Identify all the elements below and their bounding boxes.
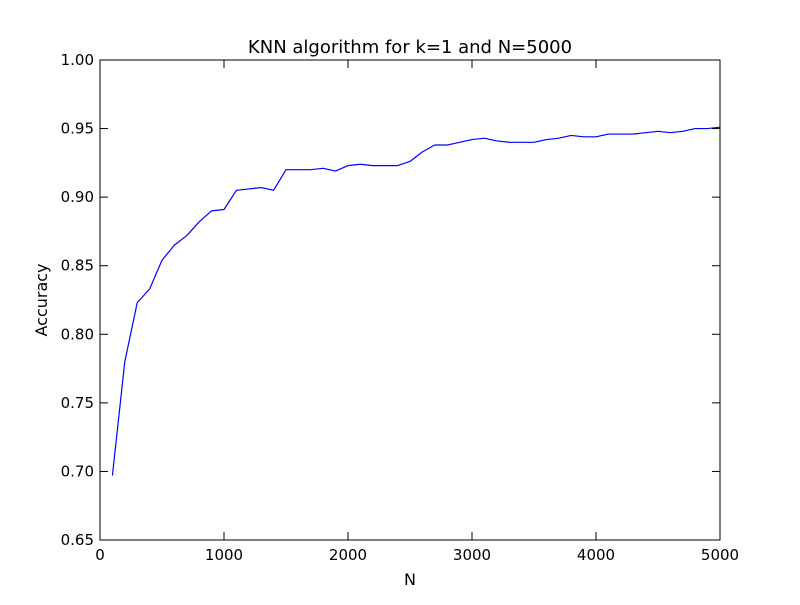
y-tick-label: 0.85	[61, 257, 94, 275]
y-tick-label: 0.75	[61, 394, 94, 412]
y-tick-label: 1.00	[61, 51, 94, 69]
x-axis-label: N	[404, 570, 416, 589]
axis-ticks: 0 1000 2000 3000 4000 5000 0.65 0.70 0.75 0.80 0.8…	[61, 51, 740, 564]
series-layer	[111, 126, 721, 476]
x-tick-label: 1000	[205, 546, 243, 564]
y-tick-label: 0.80	[61, 325, 94, 343]
x-tick-label: 4000	[577, 546, 615, 564]
y-tick-label: 0.90	[61, 188, 94, 206]
series-line-accuracy	[111, 126, 721, 476]
y-tick-label: 0.65	[61, 531, 94, 549]
y-tick-label: 0.95	[61, 120, 94, 138]
y-axis-label: Accuracy	[32, 263, 51, 336]
y-tick-label: 0.70	[61, 462, 94, 480]
x-tick-label: 3000	[453, 546, 491, 564]
x-tick-label: 2000	[329, 546, 367, 564]
chart-title: KNN algorithm for k=1 and N=5000	[248, 37, 572, 58]
x-tick-label: 5000	[701, 546, 739, 564]
x-tick-label: 0	[95, 546, 105, 564]
plot-frame	[99, 59, 721, 541]
